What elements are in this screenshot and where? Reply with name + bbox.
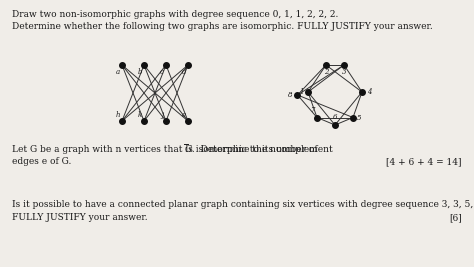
- Text: a: a: [116, 68, 120, 76]
- Text: Draw two non-isomorphic graphs with degree sequence 0, 1, 1, 2, 2, 2.: Draw two non-isomorphic graphs with degr…: [12, 10, 338, 19]
- Text: [4 + 6 + 4 = 14]: [4 + 6 + 4 = 14]: [386, 157, 462, 166]
- Text: 5: 5: [357, 113, 361, 121]
- Text: [6]: [6]: [449, 213, 462, 222]
- Text: 4: 4: [367, 88, 371, 96]
- Text: e: e: [182, 111, 186, 119]
- Text: c: c: [160, 68, 164, 76]
- Text: edges e of G.: edges e of G.: [12, 157, 72, 166]
- Text: d: d: [182, 68, 186, 76]
- Text: 2: 2: [324, 68, 328, 76]
- Text: 3: 3: [342, 68, 346, 76]
- Text: h: h: [116, 111, 120, 119]
- Text: j: j: [161, 111, 163, 119]
- Text: Determine whether the following two graphs are isomorphic. FULLY JUSTIFY your an: Determine whether the following two grap…: [12, 22, 433, 31]
- Text: 1: 1: [300, 88, 304, 96]
- Text: 7: 7: [310, 107, 314, 115]
- Text: FULLY JUSTIFY your answer.: FULLY JUSTIFY your answer.: [12, 213, 147, 222]
- Text: Is it possible to have a connected planar graph containing six vertices with deg: Is it possible to have a connected plana…: [12, 200, 474, 209]
- Text: .  Determine the number of: . Determine the number of: [189, 145, 318, 154]
- Text: k: k: [138, 111, 142, 119]
- Text: 8: 8: [288, 91, 293, 99]
- Text: G: G: [185, 145, 192, 154]
- Text: 6: 6: [333, 113, 337, 121]
- Text: Let G be a graph with n vertices that is isomorphic to its complement: Let G be a graph with n vertices that is…: [12, 145, 336, 154]
- Text: b: b: [138, 68, 142, 76]
